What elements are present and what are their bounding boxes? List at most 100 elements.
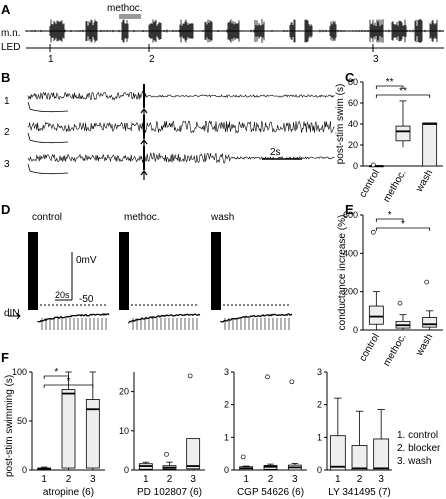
ytick-label-3: 3: [224, 367, 229, 377]
b-scalebar-label: 2s: [270, 147, 281, 158]
outlier-0: [164, 451, 169, 457]
sig-bracket-0: [375, 218, 404, 222]
methoc-bar: [119, 14, 141, 19]
outlier-1: [265, 374, 270, 380]
d-burst-2: [119, 232, 129, 310]
d-mv-label: 0mV: [76, 255, 97, 266]
xlabel: LY 341495 (7): [328, 487, 390, 498]
ytick-label-1: 1: [317, 432, 322, 442]
mn-label: m.n.: [1, 28, 20, 39]
d-wash-label: wash: [210, 212, 234, 223]
ytick-label-2: 20: [119, 387, 129, 397]
led-ticks: [49, 44, 374, 52]
xlabel: atropine (6): [43, 487, 94, 498]
marker-2: 2: [149, 54, 155, 65]
d-potential-2: [128, 313, 201, 324]
box-1: [61, 389, 76, 469]
ytick-label-0: 0: [317, 465, 322, 475]
xtick-label-2: wash: [414, 332, 436, 359]
ytick-label-3: 600: [343, 210, 358, 220]
d-ipsps-3: [224, 318, 290, 330]
panel-letter-f: F: [1, 350, 9, 365]
sig-bracket-1: [375, 94, 431, 98]
d-fifty-label: -50: [79, 294, 94, 305]
xtick-label-2: wash: [414, 168, 436, 195]
d-potential-3: [220, 313, 293, 323]
box-2: [373, 438, 390, 471]
ytick-label-0: 0: [224, 465, 229, 475]
d-traces: [8, 232, 293, 330]
marker-3: 3: [373, 54, 379, 65]
ytick-label-2: 40: [348, 119, 358, 129]
xtick-label-2: 3: [378, 474, 384, 485]
xtick-label-0: 1: [143, 474, 149, 485]
b-current-step-3: [27, 163, 69, 175]
chart-c: 0 20 40 60 80 control methoc. wash ** ** post-stim…: [335, 77, 443, 204]
d-potential-1: [37, 313, 110, 323]
ytick-label-1: 10: [119, 426, 129, 436]
b-trace-1: [27, 90, 335, 101]
b-traces: [27, 84, 335, 180]
methoc-label: methoc.: [107, 3, 143, 14]
chart-e: 0 200 400 600 control methoc. wash * * conductanc…: [337, 210, 443, 368]
outlier-1: [187, 373, 193, 379]
xtick-label-0: control: [357, 168, 382, 199]
sig-mark-0: *: [388, 210, 392, 221]
motor-nerve-trace: [25, 19, 444, 43]
d-burst-1: [28, 232, 38, 310]
outlier-1: [397, 300, 403, 306]
b-trace-2: [27, 120, 335, 134]
box-1: [395, 125, 411, 142]
b-trace-label-2: 2: [4, 127, 10, 138]
f-legend-1: 1. control: [397, 430, 438, 441]
b-trace-3: [27, 152, 335, 164]
outlier-0: [370, 229, 376, 235]
panel-letter-a: A: [1, 2, 11, 17]
b-trace-label-1: 1: [4, 96, 10, 107]
ytick-label-0: 0: [353, 325, 358, 335]
a-bursts: [25, 19, 444, 43]
box-0: [329, 435, 346, 471]
sig-mark-1: *: [401, 219, 405, 230]
ytick-label-0: 0: [124, 465, 129, 475]
ytick-label-1: 1: [224, 432, 229, 442]
ylabel: conductance increase (%): [337, 215, 348, 331]
d-burst-3: [211, 232, 221, 310]
panel-letter-b: B: [1, 70, 10, 85]
sig-mark-1: **: [399, 86, 407, 97]
d-control-label: control: [32, 212, 62, 223]
sig-mark-1: *: [67, 376, 71, 387]
chart-f-atropine: 0 50 100 1 2 3 * * atropine (6): [12, 367, 105, 498]
ylabel: post-stim swim (s): [335, 84, 346, 165]
outlier-0: [240, 454, 246, 460]
xtick-label-0: control: [357, 332, 382, 363]
xtick-label-1: methoc.: [381, 332, 408, 368]
d-ms-label: 20s: [55, 290, 70, 300]
box-1: [351, 445, 368, 471]
panel-letter-c: C: [345, 70, 355, 85]
ytick-label-1: 200: [343, 287, 358, 297]
b-current-step-1: [27, 101, 69, 113]
ytick-label-2: 2: [317, 400, 322, 410]
ytick-label-2: 400: [343, 248, 358, 258]
sig-mark-0: **: [386, 77, 394, 88]
d-din-label: dIN: [4, 308, 20, 319]
b-current-step-2: [27, 132, 69, 144]
xtick-label-2: 3: [292, 474, 298, 485]
chart-f-pd102807: 0 10 20 1 2 3 PD 102807 (6): [119, 372, 205, 498]
axes: [233, 372, 307, 471]
ytick-label-0: 0: [353, 161, 358, 171]
d-methoc-label: methoc.: [124, 212, 160, 223]
b-stim-arrow-3: [140, 170, 148, 180]
xlabel: PD 102807 (6): [137, 487, 202, 498]
marker-1: 1: [48, 54, 54, 65]
xtick-label-0: 1: [243, 474, 249, 485]
xtick-label-1: 2: [66, 474, 72, 485]
box-2: [186, 438, 201, 470]
ytick-label-0: 0: [22, 465, 27, 475]
d-ipsps-2: [132, 318, 198, 330]
ytick-label-3: 60: [348, 98, 358, 108]
led-label: LED: [1, 42, 20, 53]
